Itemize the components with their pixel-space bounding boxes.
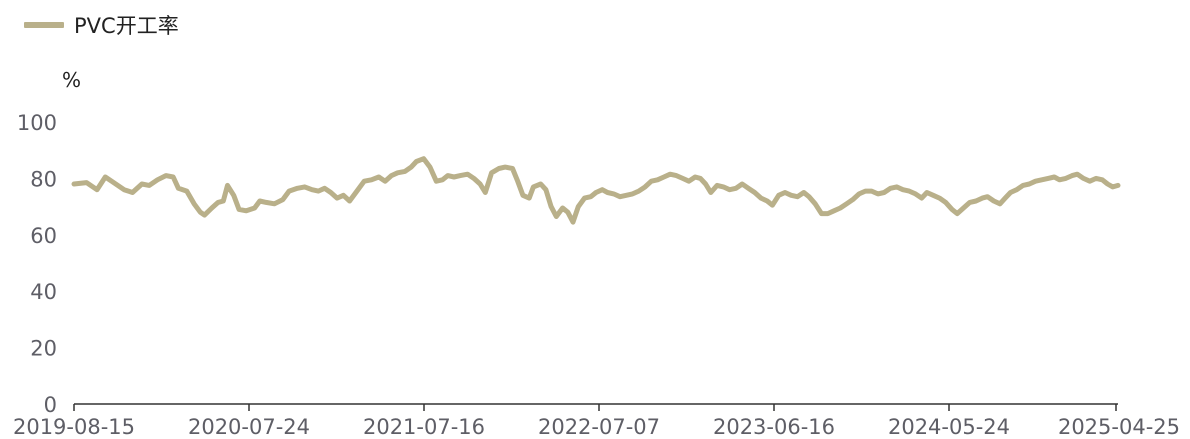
x-tick-label: 2023-06-16 <box>713 415 835 439</box>
x-tick-label: 2025-04-25 <box>1058 415 1180 439</box>
y-tick-label: 20 <box>30 337 57 361</box>
y-tick-label: 40 <box>30 280 57 304</box>
y-tick-label: 100 <box>17 111 57 135</box>
y-tick-label: 60 <box>30 224 57 248</box>
y-axis-ticks: 0 20 40 60 80 100 <box>17 111 57 417</box>
x-tick-label: 2024-05-24 <box>888 415 1010 439</box>
x-tick-label: 2020-07-24 <box>188 415 310 439</box>
x-axis-ticks: 2019-08-15 2020-07-24 2021-07-16 2022-07-07… <box>13 404 1180 439</box>
x-tick-label: 2022-07-07 <box>538 415 660 439</box>
y-tick-label: 0 <box>44 393 57 417</box>
x-tick-label: 2021-07-16 <box>363 415 485 439</box>
y-tick-label: 80 <box>30 167 57 191</box>
series-line-pvc[interactable] <box>74 159 1118 222</box>
x-tick-label: 2019-08-15 <box>13 415 135 439</box>
